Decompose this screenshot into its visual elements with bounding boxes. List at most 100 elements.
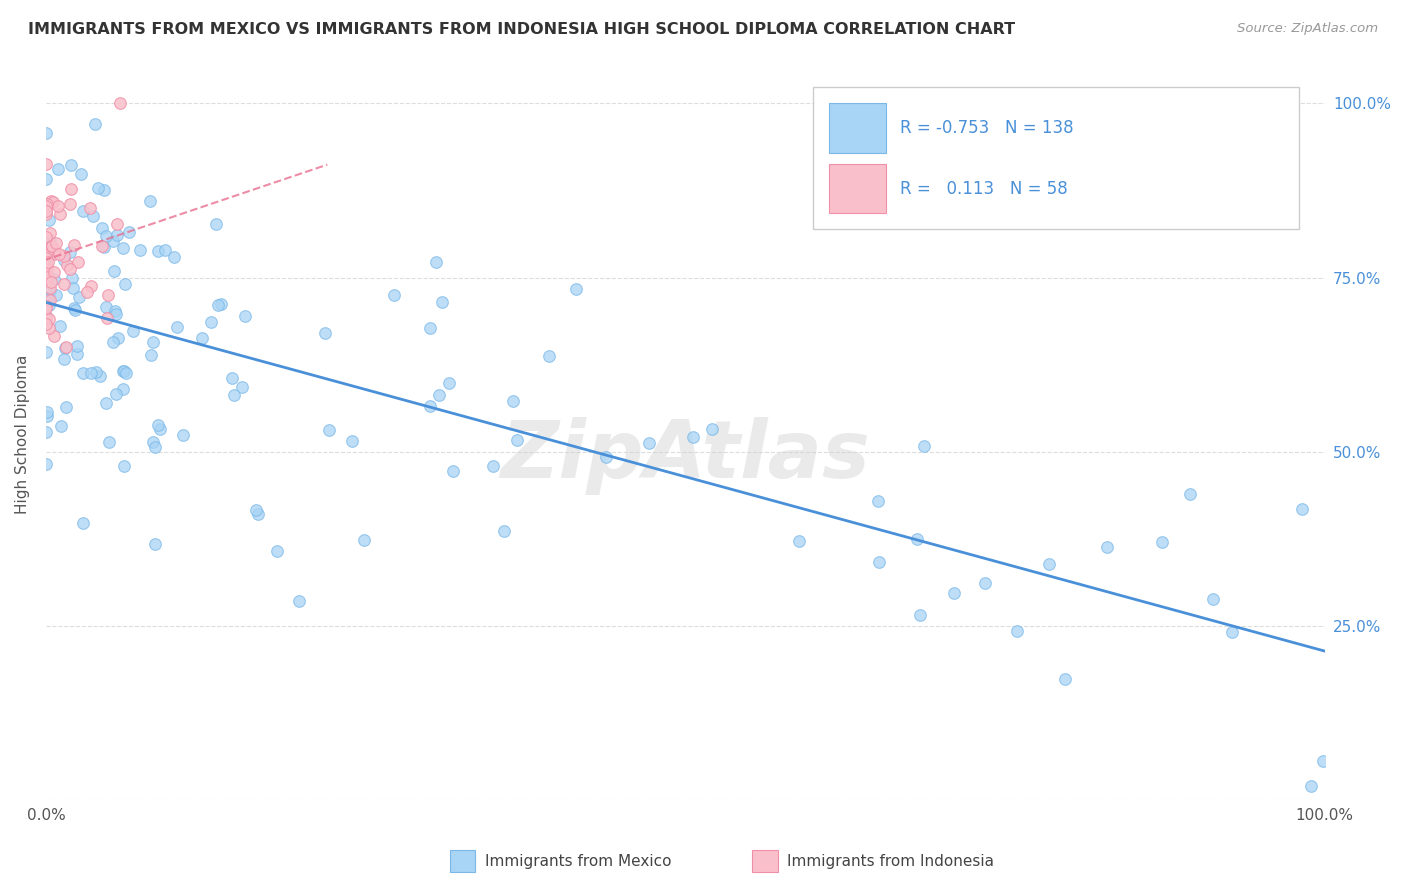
Point — [200, 316, 222, 330]
Point — [288, 594, 311, 608]
Point — [35, 405, 58, 419]
Point — [141, 335, 163, 350]
Point — [1054, 673, 1077, 687]
Point — [66, 347, 89, 361]
Point — [427, 387, 450, 401]
Point — [105, 218, 128, 232]
Point — [35, 425, 58, 440]
Point — [340, 434, 363, 448]
Point — [94, 396, 117, 410]
Point — [103, 264, 125, 278]
Point — [37, 254, 59, 268]
Point — [506, 433, 529, 447]
FancyBboxPatch shape — [828, 163, 886, 213]
Point — [44, 246, 66, 260]
Text: Immigrants from Mexico: Immigrants from Mexico — [485, 854, 672, 869]
Point — [52, 277, 75, 291]
Point — [143, 536, 166, 550]
Point — [39, 281, 62, 295]
Point — [974, 575, 997, 590]
Point — [35, 244, 58, 258]
Point — [65, 302, 87, 317]
Point — [35, 269, 58, 284]
Point — [35, 197, 58, 211]
Point — [141, 348, 163, 362]
Point — [245, 503, 267, 517]
Text: IMMIGRANTS FROM MEXICO VS IMMIGRANTS FROM INDONESIA HIGH SCHOOL DIPLOMA CORRELAT: IMMIGRANTS FROM MEXICO VS IMMIGRANTS FRO… — [28, 22, 1015, 37]
Point — [35, 246, 58, 260]
Point — [191, 331, 214, 345]
Point — [38, 233, 60, 247]
Text: R =   0.113   N = 58: R = 0.113 N = 58 — [900, 179, 1069, 197]
Point — [72, 366, 94, 380]
Point — [146, 418, 169, 433]
Point — [70, 167, 93, 181]
Point — [80, 278, 103, 293]
Point — [104, 307, 127, 321]
Point — [35, 262, 58, 277]
Point — [143, 440, 166, 454]
Point — [112, 364, 135, 378]
Point — [49, 207, 72, 221]
Point — [44, 272, 66, 286]
Point — [868, 555, 890, 569]
Point — [46, 199, 69, 213]
Point — [82, 210, 104, 224]
Point — [35, 244, 58, 258]
Point — [138, 194, 160, 209]
Point — [62, 281, 84, 295]
Point — [246, 507, 269, 521]
Point — [1152, 535, 1174, 549]
Point — [87, 180, 110, 194]
Point — [35, 317, 58, 331]
Point — [94, 300, 117, 314]
Point — [108, 96, 131, 111]
Point — [104, 303, 127, 318]
Point — [79, 201, 101, 215]
Point — [62, 238, 84, 252]
Point — [105, 387, 128, 401]
Text: R = -0.753   N = 138: R = -0.753 N = 138 — [900, 119, 1074, 136]
Point — [38, 298, 60, 312]
Point — [66, 255, 89, 269]
Point — [53, 341, 76, 355]
Point — [42, 243, 65, 257]
Point — [112, 459, 135, 474]
Point — [787, 533, 810, 548]
Point — [59, 181, 82, 195]
Point — [93, 240, 115, 254]
Text: ZipAtlas: ZipAtlas — [501, 417, 870, 495]
Point — [41, 239, 63, 253]
Point — [96, 311, 118, 326]
Point — [35, 257, 58, 271]
Point — [35, 345, 58, 359]
Point — [35, 310, 58, 324]
Point — [115, 367, 138, 381]
Point — [91, 221, 114, 235]
Point — [49, 419, 72, 434]
Point — [172, 428, 194, 442]
Point — [62, 301, 84, 315]
Point — [55, 258, 77, 272]
Point — [35, 244, 58, 259]
Point — [65, 339, 87, 353]
Point — [209, 297, 232, 311]
Point — [35, 207, 58, 221]
Point — [146, 244, 169, 259]
Point — [111, 382, 134, 396]
Point — [437, 376, 460, 390]
Point — [1201, 591, 1223, 606]
Point — [266, 544, 288, 558]
Point — [35, 234, 58, 248]
Point — [89, 368, 111, 383]
Point — [60, 158, 83, 172]
Point — [163, 251, 186, 265]
Point — [60, 271, 83, 285]
Point — [48, 162, 70, 177]
Point — [419, 321, 441, 335]
Point — [221, 371, 243, 385]
Point — [868, 494, 890, 508]
Point — [35, 301, 58, 315]
Point — [565, 282, 588, 296]
Point — [205, 217, 228, 231]
